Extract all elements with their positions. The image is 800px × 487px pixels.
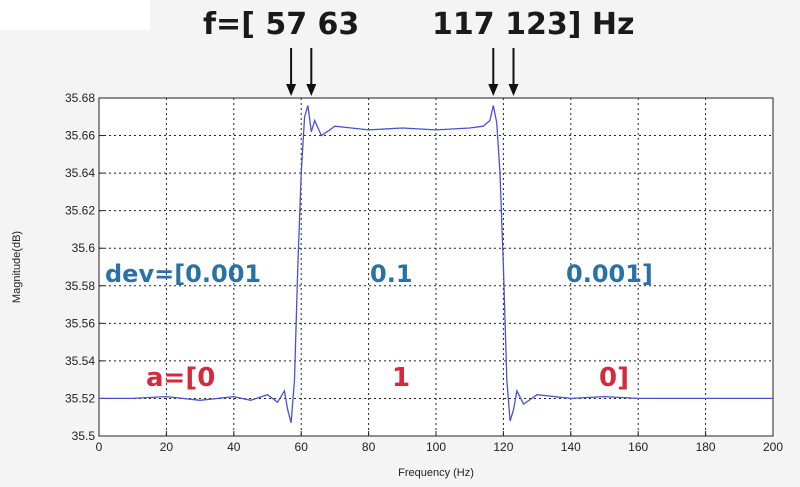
dev-label-stopband-1: dev=[0.001: [105, 260, 261, 288]
y-tick-label: 35.68: [65, 91, 95, 105]
x-tick-label: 20: [160, 440, 174, 454]
frequency-arrow-head: [306, 84, 317, 96]
y-tick-label: 35.64: [65, 166, 95, 180]
freq-edges-right: 117 123] Hz: [432, 7, 634, 42]
frequency-arrow-head: [488, 84, 499, 96]
x-tick-label: 180: [696, 440, 716, 454]
a-label-stopband-1: a=[0: [146, 363, 215, 393]
x-tick-label: 80: [362, 440, 376, 454]
x-tick-label: 40: [227, 440, 241, 454]
y-tick-label: 35.62: [65, 204, 95, 218]
a-label-stopband-2: 0]: [599, 363, 629, 393]
y-tick-label: 35.56: [65, 316, 95, 330]
y-tick-labels: 35.5 35.52 35.54 35.56 35.58 35.6 35.62 35.64 35…: [65, 91, 104, 443]
y-tick-label: 35.58: [65, 279, 95, 293]
x-tick-label: 200: [763, 440, 783, 454]
y-tick-label: 35.66: [65, 129, 95, 143]
x-tick-label: 60: [295, 440, 309, 454]
corner-patch: [0, 0, 150, 30]
x-tick-label: 120: [493, 440, 513, 454]
y-tick-label: 35.6: [72, 241, 96, 255]
x-axis-label: Frequency (Hz): [398, 467, 474, 479]
x-tick-label: 0: [96, 440, 103, 454]
freq-edges-left: f=[ 57 63: [203, 7, 359, 42]
grid-lines: [99, 98, 773, 436]
frequency-arrow-head: [286, 84, 297, 96]
a-label-passband: 1: [392, 363, 410, 393]
x-tick-label: 140: [561, 440, 581, 454]
y-tick-label: 35.5: [72, 429, 96, 443]
x-tick-label: 160: [628, 440, 648, 454]
dev-label-passband: 0.1: [370, 260, 413, 288]
x-tick-labels: 0 20 40 60 80 100 120 140 160 180 200: [96, 431, 783, 454]
frequency-arrows: [286, 48, 519, 96]
frequency-arrow-head: [508, 84, 519, 96]
y-tick-label: 35.54: [65, 354, 95, 368]
dev-label-stopband-2: 0.001]: [566, 260, 653, 288]
magnitude-line: [99, 105, 773, 424]
y-tick-label: 35.52: [65, 391, 95, 405]
x-tick-label: 100: [426, 440, 446, 454]
y-axis-label: Magnitude(dB): [11, 231, 23, 303]
